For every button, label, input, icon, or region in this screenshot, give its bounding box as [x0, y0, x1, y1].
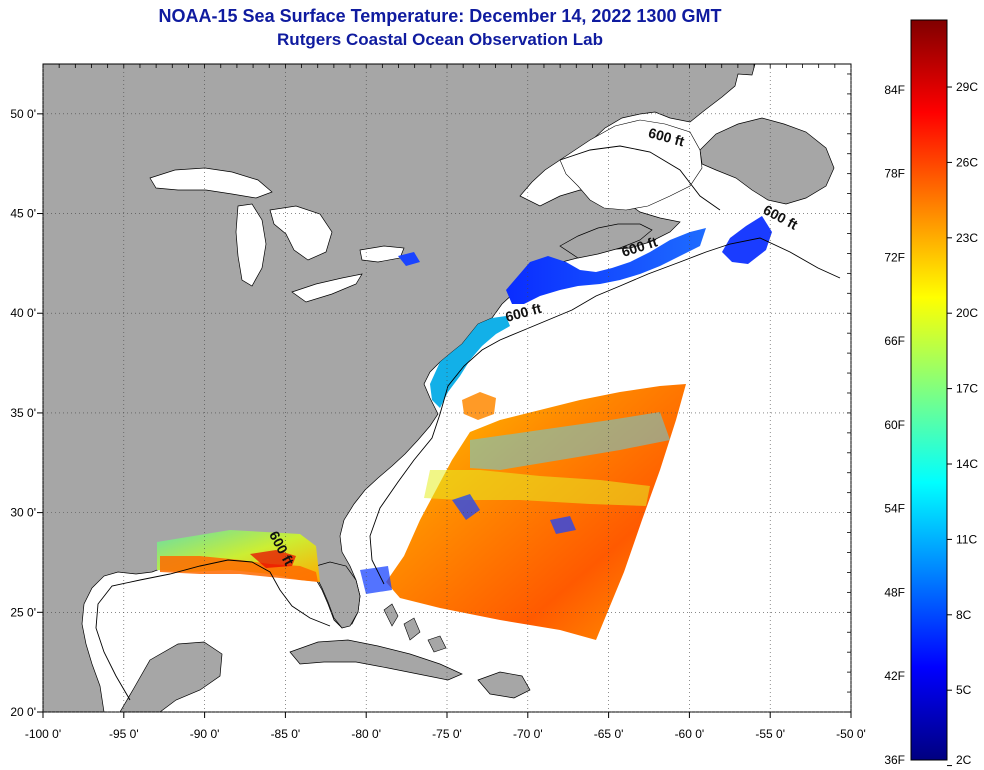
land-nova-scotia	[559, 223, 653, 259]
sst-gulf-red	[250, 550, 296, 568]
isobath-600ft-atlantic	[369, 237, 841, 585]
lon-tick-label: -65 0'	[594, 727, 624, 741]
sst-blue-patch-2	[550, 516, 576, 534]
lon-tick-label: -95 0'	[109, 727, 139, 741]
lake-michigan	[235, 203, 267, 287]
lon-tick-label: -85 0'	[271, 727, 301, 741]
lon-tick-label: -100 0'	[25, 727, 61, 741]
map-layers	[43, 64, 841, 712]
sst-blue-patch-1	[452, 494, 480, 520]
sst-blue-patch-3	[360, 566, 392, 594]
title-block: NOAA-15 Sea Surface Temperature: Decembe…	[0, 4, 880, 51]
chart-subtitle: Rutgers Coastal Ocean Observation Lab	[277, 30, 603, 49]
sst-grand-banks	[722, 216, 772, 264]
land-yucatan	[119, 641, 223, 712]
lon-tick-label: -90 0'	[190, 727, 220, 741]
lat-tick-label: 35 0'	[10, 406, 36, 420]
lat-tick-label: 25 0'	[10, 605, 36, 619]
lat-tick-label: 40 0'	[10, 306, 36, 320]
land-hispaniola	[477, 671, 531, 699]
land-florida	[315, 561, 361, 629]
lon-tick-label: -60 0'	[675, 727, 705, 741]
lon-tick-label: -80 0'	[351, 727, 381, 741]
gulf-st-lawrence	[559, 119, 703, 211]
land-bahamas	[383, 603, 447, 653]
sst-mid-mottle	[470, 412, 670, 470]
isobath-600ft-gulf	[95, 559, 331, 701]
lon-tick-label: -50 0'	[836, 727, 866, 741]
sst-yellow-band	[424, 470, 650, 506]
isobath-600ft-stlawrence	[559, 145, 721, 211]
lon-tick-label: -75 0'	[432, 727, 462, 741]
lake-erie	[291, 273, 363, 303]
lat-tick-label: 30 0'	[10, 506, 36, 520]
lon-tick-label: -55 0'	[755, 727, 785, 741]
sst-gulf-warm	[160, 556, 318, 582]
lat-tick-label: 45 0'	[10, 207, 36, 221]
lon-tick-label: -70 0'	[513, 727, 543, 741]
lat-tick-label: 50 0'	[10, 107, 36, 121]
lat-tick-label: 20 0'	[10, 705, 36, 719]
chart-title: NOAA-15 Sea Surface Temperature: Decembe…	[158, 6, 722, 26]
sst-shelf-midatlantic	[430, 316, 510, 408]
axis-ticks: -100 0' -95 0' -90 0' -85 0' -80 0' -75 0' -70…	[10, 64, 866, 741]
sst-great-lakes-ontario	[398, 252, 420, 266]
lake-superior	[149, 167, 273, 199]
lake-huron	[269, 205, 333, 261]
sst-gulf-of-maine	[506, 228, 706, 304]
land-newfoundland	[699, 117, 835, 205]
land-cuba	[289, 639, 463, 681]
